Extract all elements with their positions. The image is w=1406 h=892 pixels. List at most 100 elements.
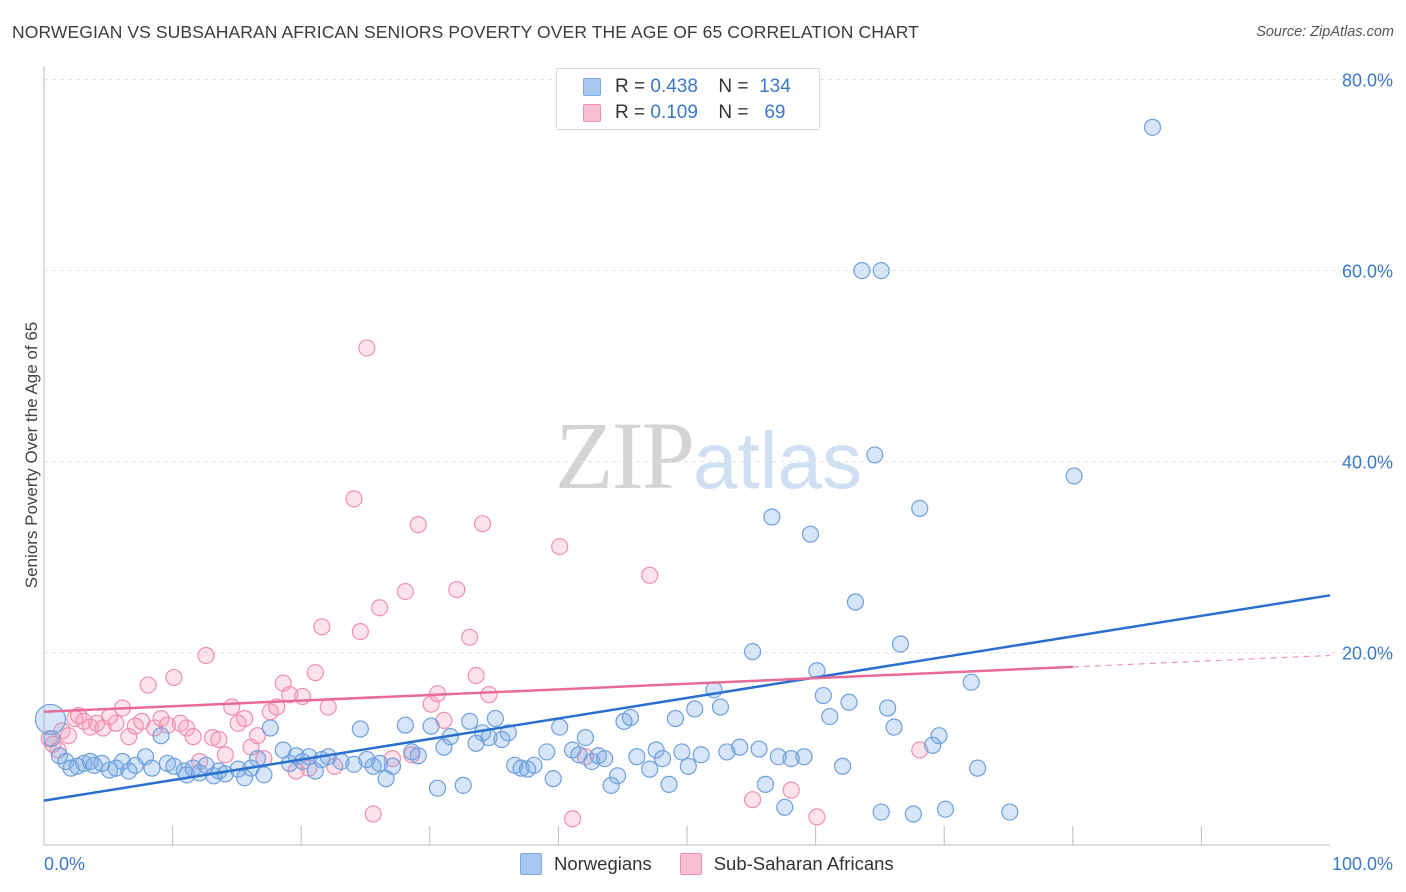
data-point-subsaharan [461,628,479,646]
data-point-norwegian [969,759,987,777]
data-point-subsaharan [563,810,582,828]
data-point-norwegian [653,750,672,768]
legend-swatch-blue [583,78,601,96]
data-point-subsaharan [480,686,498,704]
data-point-norwegian [100,761,119,779]
data-point-norwegian [576,728,595,747]
data-point-norwegian [872,262,890,280]
data-point-subsaharan [371,599,389,617]
x-tick-label: 100.0% [1332,854,1393,874]
stats-legend: R = 0.438 N = 134 R = 0.109 N = 69 [556,68,820,130]
data-point-subsaharan [467,666,485,685]
data-point-norwegian [769,748,787,766]
data-point-subsaharan [203,728,222,747]
data-point-norwegian [763,508,781,526]
data-point-norwegian [107,759,125,777]
data-point-subsaharan [293,687,312,706]
data-point-subsaharan [345,490,363,508]
data-point-subsaharan [911,741,929,759]
data-point-norwegian [358,750,376,769]
data-point-subsaharan [223,698,241,716]
data-point-norwegian [1065,467,1083,485]
data-point-norwegian [743,643,762,661]
series-legend-norwegians: Norwegians [520,853,652,875]
legend-n-label: N = [718,102,749,123]
data-point-norwegian [621,708,640,727]
data-point-subsaharan [313,618,331,636]
data-point-norwegian [551,718,569,736]
data-point-subsaharan [236,709,254,728]
legend-r-label: R = [615,102,646,123]
series-legend-subsaharan: Sub-Saharan Africans [679,853,894,875]
data-point-subsaharan [165,668,183,687]
data-point-subsaharan [319,698,337,716]
data-point-subsaharan [210,730,228,749]
trendline-subsaharan-extension [1072,654,1331,668]
data-point-norwegian [261,719,279,737]
data-point-norwegian [686,700,704,718]
data-point-norwegian [454,776,472,794]
data-point-norwegian [486,709,504,728]
data-point-norwegian [165,757,183,775]
data-point-norwegian [608,767,627,785]
data-point-norwegian [152,727,170,745]
data-point-norwegian [62,759,80,777]
data-point-norwegian [647,741,665,759]
data-point-norwegian [673,743,691,761]
series-swatch-blue [520,853,542,875]
data-point-subsaharan [59,727,78,745]
data-point-norwegian [596,750,614,768]
data-point-subsaharan [448,580,466,599]
data-point-subsaharan [197,646,215,665]
legend-swatch-pink [583,104,601,122]
data-point-subsaharan [184,728,202,746]
data-point-norwegian [911,499,929,517]
series-legend: Norwegians Sub-Saharan Africans [520,851,922,877]
data-point-norwegian [853,262,871,280]
data-point-norwegian [248,750,267,768]
data-point-norwegian [834,757,852,775]
data-point-norwegian [666,709,685,728]
data-point-subsaharan [551,537,569,556]
y-tick-label: 20.0% [1342,644,1393,664]
legend-r-label: R = [615,76,646,97]
data-point-subsaharan [75,712,93,730]
data-point-norwegian [422,717,440,735]
data-point-norwegian [461,712,479,730]
legend-row-norwegians: R = 0.438 N = 134 [583,74,791,100]
data-point-norwegian [538,743,556,761]
data-point-subsaharan [107,714,125,732]
legend-r-value: 0.438 [650,76,698,97]
data-point-norwegian [930,727,948,745]
data-point-norwegian [872,803,890,821]
data-point-norwegian [814,686,832,705]
data-point-norwegian [409,747,427,765]
data-point-norwegian [435,738,453,756]
data-point-norwegian [840,693,858,711]
data-point-subsaharan [248,727,267,745]
data-point-subsaharan [216,746,234,764]
data-point-subsaharan [396,582,414,601]
data-point-norwegian [544,770,562,788]
data-point-subsaharan [358,339,376,357]
data-point-norwegian [821,707,839,726]
y-tick-label: 60.0% [1342,262,1393,282]
data-point-subsaharan [281,686,299,704]
data-point-norwegian [795,748,813,766]
data-point-norwegian [583,752,601,771]
trendline-norwegians [43,594,1331,802]
series-swatch-pink [679,853,702,875]
data-point-norwegian [351,720,369,738]
data-point-norwegian [493,730,511,749]
data-point-subsaharan [306,664,324,682]
data-point-norwegian [866,446,884,464]
data-point-subsaharan [808,808,826,826]
data-point-norwegian [846,593,865,611]
legend-n-value: 69 [764,102,786,123]
data-point-norwegian [628,748,646,766]
legend-row-subsaharan: R = 0.109 N = 69 [583,100,785,126]
data-point-norwegian [731,738,749,756]
data-point-subsaharan [120,728,138,746]
data-point-norwegian [891,635,910,653]
data-point-norwegian [499,724,517,742]
